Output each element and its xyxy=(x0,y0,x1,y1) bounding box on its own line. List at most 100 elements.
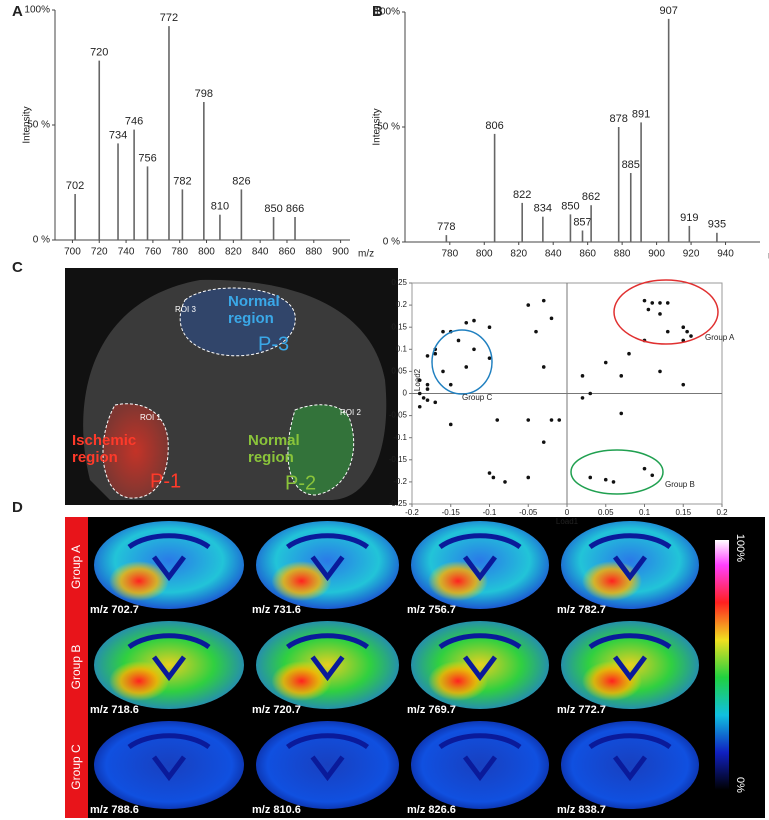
point xyxy=(658,312,662,316)
point xyxy=(611,480,616,484)
x-tick-label: 0 xyxy=(565,508,570,517)
peak-label: 907 xyxy=(659,5,677,17)
y-tick-label: -0.25 xyxy=(389,499,408,508)
group-label: Group A xyxy=(69,545,83,589)
hotspot xyxy=(109,561,169,601)
point xyxy=(689,334,693,338)
point xyxy=(464,365,469,369)
point xyxy=(417,391,422,396)
x-tick-label: 780 xyxy=(171,247,188,258)
peak-label: 834 xyxy=(534,203,552,215)
x-tick-label: 780 xyxy=(441,249,458,260)
point xyxy=(541,440,546,444)
hotspot xyxy=(109,661,169,701)
ventricle xyxy=(286,733,369,782)
mz-label: m/z 731.6 xyxy=(252,604,301,616)
point xyxy=(464,320,469,325)
peak-label: 810 xyxy=(211,201,229,213)
point xyxy=(491,475,496,480)
x-tick-label: 820 xyxy=(510,249,527,260)
point xyxy=(495,418,500,422)
x-tick-label: 900 xyxy=(648,249,665,260)
roi-1 xyxy=(102,403,169,499)
point xyxy=(549,418,554,422)
peak-label: 891 xyxy=(632,108,650,120)
point xyxy=(472,318,476,323)
ventricle xyxy=(438,633,522,682)
x-tick-label: 0.05 xyxy=(598,508,614,517)
ventricle xyxy=(588,533,672,582)
point xyxy=(642,298,647,303)
region-label: P-2 xyxy=(285,472,316,494)
peak-label: 772 xyxy=(160,12,178,24)
group-annotation: Group B xyxy=(665,480,695,489)
ventricle xyxy=(438,733,522,782)
x-tick-label: 720 xyxy=(91,247,108,258)
x-tick-label: -0.1 xyxy=(483,508,497,517)
ventricle xyxy=(588,733,672,782)
x-tick-label: 940 xyxy=(717,249,734,260)
x-tick-label: -0.05 xyxy=(519,508,538,517)
point xyxy=(627,351,631,356)
peak-label: 746 xyxy=(125,116,143,128)
ventricle xyxy=(127,533,211,582)
x-tick-label: 0.2 xyxy=(716,508,728,517)
peak-label: 857 xyxy=(573,216,591,228)
point xyxy=(619,374,624,378)
ventricle xyxy=(438,533,522,582)
hotspot xyxy=(428,661,488,701)
peak-label: 734 xyxy=(109,129,127,141)
x-tick-label: 860 xyxy=(279,247,296,258)
point xyxy=(557,418,562,422)
x-tick-label: 0.15 xyxy=(675,508,691,517)
group-a-circle xyxy=(613,279,719,345)
point xyxy=(526,303,531,307)
hotspot xyxy=(582,561,642,601)
mz-label: m/z 718.6 xyxy=(90,704,139,716)
group-b-circle xyxy=(570,449,664,495)
x-tick-label: 0.1 xyxy=(639,508,651,517)
ventricle xyxy=(127,633,211,682)
panel-label: A xyxy=(12,3,23,20)
point xyxy=(487,471,492,475)
x-axis-label: Load1 xyxy=(556,517,579,526)
hotspot xyxy=(271,561,332,601)
point xyxy=(487,325,492,330)
peak-label: 822 xyxy=(513,189,531,201)
point xyxy=(534,329,538,334)
point xyxy=(421,396,426,400)
point xyxy=(658,369,662,374)
x-tick-label: 840 xyxy=(252,247,269,258)
x-tick-label: -0.2 xyxy=(405,508,419,517)
x-tick-label: 900 xyxy=(332,247,349,258)
region-name: region xyxy=(248,449,294,466)
y-tick-label: 0 % xyxy=(383,237,400,248)
point xyxy=(503,480,507,484)
point xyxy=(448,382,453,387)
x-tick-label: 800 xyxy=(198,247,215,258)
hotspot xyxy=(428,561,488,601)
point xyxy=(456,338,461,343)
panel-label: D xyxy=(12,499,23,516)
x-tick-label: 840 xyxy=(545,249,562,260)
point xyxy=(425,398,430,402)
peak-label: 850 xyxy=(561,200,579,212)
hotspot xyxy=(271,661,332,701)
y-axis-label: Intensity xyxy=(372,108,383,145)
group-annotation: Group C xyxy=(462,393,492,402)
region-name: region xyxy=(228,310,274,327)
point xyxy=(526,475,531,480)
point xyxy=(425,387,430,391)
brain-section-image xyxy=(65,268,398,505)
mz-label: m/z 788.6 xyxy=(90,804,139,816)
point xyxy=(441,329,445,334)
point xyxy=(603,360,608,365)
mz-label: m/z 826.6 xyxy=(407,804,456,816)
point xyxy=(448,422,453,427)
mz-label: m/z 838.7 xyxy=(557,804,606,816)
region-name: region xyxy=(72,449,118,466)
mz-label: m/z 702.7 xyxy=(90,604,139,616)
mz-label: m/z 772.7 xyxy=(557,704,606,716)
ventricle xyxy=(286,533,369,582)
